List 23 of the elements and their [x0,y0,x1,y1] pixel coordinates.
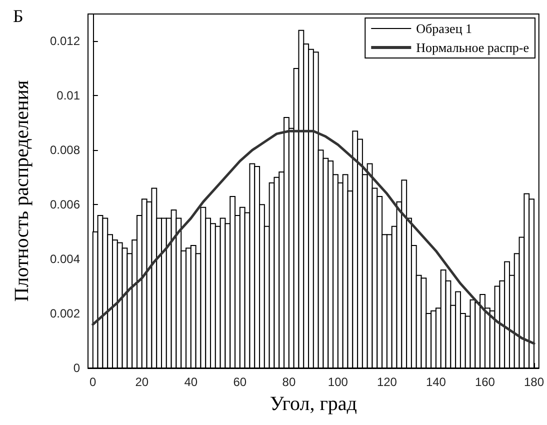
y-tick-label: 0.008 [50,143,80,158]
x-tick-label: 140 [426,375,446,389]
legend-label: Образец 1 [416,21,472,36]
x-axis-title: Угол, град [270,393,357,415]
y-axis-title: Плотность распределения [11,80,33,302]
line-series [92,130,536,345]
y-tick-label: 0 [73,361,80,375]
chart-title: Б [13,6,24,26]
x-tick-label: 120 [376,375,398,389]
x-tick-label: 60 [233,375,247,389]
y-tick-label: 0.01 [56,88,80,103]
y-tick-label: 0.004 [50,252,80,266]
x-tick-label: 20 [135,375,149,389]
x-tick-label: 160 [474,375,496,389]
legend-label: Нормальное распр-е [416,40,530,55]
x-tick-label: 100 [328,375,348,389]
y-tick-label: 0.006 [50,198,80,212]
y-tick-label: 0.012 [50,34,80,48]
x-tick-label: 180 [524,375,544,389]
x-tick-label: 0 [90,375,97,389]
x-tick-label: 40 [184,375,198,389]
y-tick-label: 0.002 [50,306,80,321]
x-tick-label: 80 [282,375,296,389]
